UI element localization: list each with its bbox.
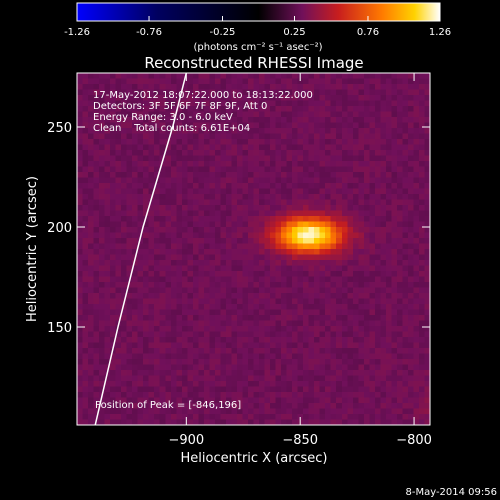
y-tick-label: 200 <box>47 221 72 236</box>
x-tick-label: −850 <box>282 433 318 448</box>
y-axis-label: Heliocentric Y (arcsec) <box>25 176 40 322</box>
annotation-energy-range: Energy Range: 3.0 - 6.0 keV <box>93 112 233 123</box>
colorbar-tick-label: 1.26 <box>429 27 451 38</box>
annotation-time-range: 17-May-2012 18:07:22.000 to 18:13:22.000 <box>93 90 313 101</box>
annotation-detectors: Detectors: 3F 5F 6F 7F 8F 9F, Att 0 <box>93 101 267 112</box>
y-tick-label: 250 <box>47 121 72 136</box>
y-axis-ticks: 150 200 250 <box>47 121 430 336</box>
x-axis-ticks: −900 −850 −800 <box>168 73 432 448</box>
colorbar-tick-label: 0.25 <box>283 27 305 38</box>
plot-frame <box>76 72 431 426</box>
heatmap-image <box>77 73 430 425</box>
colorbar-tick-label: -0.25 <box>210 27 236 38</box>
x-tick-label: −900 <box>168 433 204 448</box>
colorbar <box>76 2 441 22</box>
y-tick-label: 150 <box>47 321 72 336</box>
chart-title: Reconstructed RHESSI Image <box>144 54 363 72</box>
colorbar-unit-label: (photons cm⁻² s⁻¹ asec⁻²) <box>193 42 322 53</box>
solar-limb-line <box>94 73 188 425</box>
timestamp: 8-May-2014 09:56 <box>405 487 497 498</box>
x-tick-label: −800 <box>396 433 432 448</box>
colorbar-tick-label: -0.76 <box>136 27 162 38</box>
peak-position-label: Position of Peak = [-846,196] <box>95 400 241 411</box>
annotation-clean-counts: Clean Total counts: 6.61E+04 <box>93 123 250 134</box>
colorbar-ticks: -1.26 -0.76 -0.25 0.25 0.76 1.26 <box>64 16 451 38</box>
colorbar-tick-label: 0.76 <box>357 27 379 38</box>
x-axis-label: Heliocentric X (arcsec) <box>181 451 328 466</box>
colorbar-tick-label: -1.26 <box>64 27 90 38</box>
